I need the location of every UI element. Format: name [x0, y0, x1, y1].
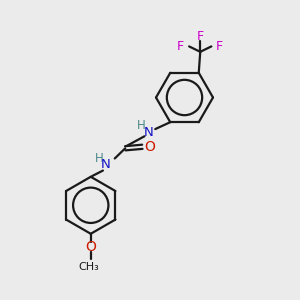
Text: H: H	[94, 152, 103, 165]
Text: O: O	[144, 140, 155, 154]
Text: O: O	[85, 240, 96, 254]
Text: N: N	[143, 126, 153, 139]
Text: F: F	[177, 40, 184, 53]
Text: H: H	[137, 119, 146, 132]
Text: N: N	[101, 158, 111, 171]
Text: CH₃: CH₃	[79, 262, 100, 272]
Text: F: F	[216, 40, 223, 53]
Text: F: F	[197, 30, 204, 43]
